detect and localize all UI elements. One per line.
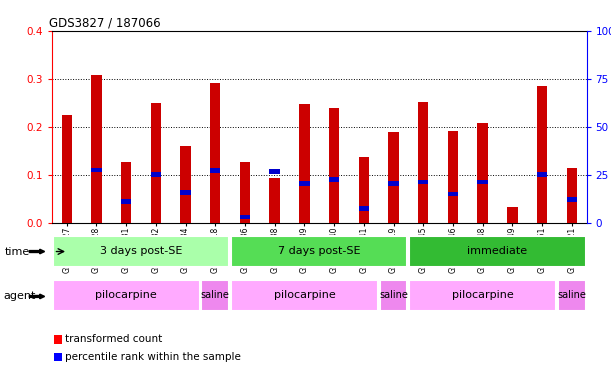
Bar <box>389 181 399 186</box>
Text: GDS3827 / 187066: GDS3827 / 187066 <box>49 17 161 30</box>
Bar <box>329 109 339 223</box>
Bar <box>151 103 161 223</box>
Bar <box>329 177 339 182</box>
Bar <box>210 83 221 223</box>
Bar <box>53 280 200 311</box>
Bar <box>477 123 488 223</box>
Bar <box>507 207 518 223</box>
Bar <box>299 181 310 186</box>
Bar <box>269 169 280 174</box>
Text: immediate: immediate <box>467 246 527 256</box>
Bar <box>379 280 408 311</box>
Bar <box>151 172 161 177</box>
Bar <box>418 180 428 184</box>
Bar <box>180 146 191 223</box>
Text: 7 days post-SE: 7 days post-SE <box>278 246 360 256</box>
Bar <box>566 167 577 223</box>
Text: pilocarpine: pilocarpine <box>452 290 513 300</box>
Bar <box>566 197 577 202</box>
Bar <box>359 206 369 211</box>
Bar <box>121 162 131 223</box>
Text: 3 days post-SE: 3 days post-SE <box>100 246 182 256</box>
Bar <box>389 132 399 223</box>
Text: saline: saline <box>201 290 230 300</box>
Bar <box>359 157 369 223</box>
Text: time: time <box>5 247 30 257</box>
Bar <box>62 115 72 223</box>
Bar <box>477 180 488 184</box>
Bar <box>537 86 547 223</box>
Bar <box>448 131 458 223</box>
Bar <box>202 280 229 311</box>
Bar <box>448 192 458 196</box>
Bar <box>91 75 101 223</box>
Bar <box>210 169 221 173</box>
Text: agent: agent <box>3 291 35 301</box>
Text: saline: saline <box>557 290 586 300</box>
Text: transformed count: transformed count <box>65 334 162 344</box>
Bar <box>121 199 131 204</box>
Bar <box>269 177 280 223</box>
Bar <box>240 162 250 223</box>
Bar <box>409 236 586 267</box>
Bar <box>231 236 408 267</box>
Bar <box>91 167 101 172</box>
Bar <box>180 190 191 195</box>
Bar <box>537 172 547 177</box>
Bar <box>231 280 378 311</box>
Bar <box>53 236 229 267</box>
Bar <box>418 102 428 223</box>
Text: percentile rank within the sample: percentile rank within the sample <box>65 352 241 362</box>
Text: pilocarpine: pilocarpine <box>95 290 157 300</box>
Text: saline: saline <box>379 290 408 300</box>
Bar <box>299 104 310 223</box>
Bar <box>558 280 586 311</box>
Bar <box>240 215 250 219</box>
Text: pilocarpine: pilocarpine <box>274 290 335 300</box>
Bar <box>409 280 556 311</box>
